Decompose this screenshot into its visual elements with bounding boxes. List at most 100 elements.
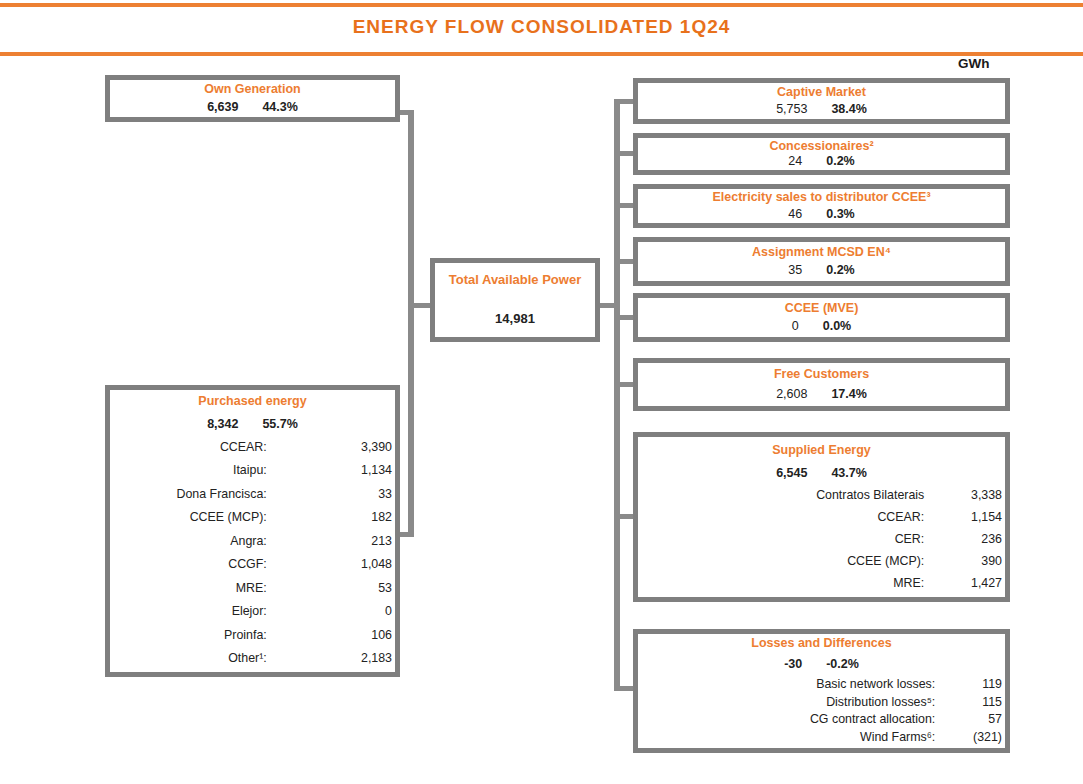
assignment-mcsd-values: 35 0.2%	[644, 263, 999, 278]
row-value: 2,183	[267, 651, 395, 665]
row-value: 33	[267, 487, 395, 501]
row-label: Distribution losses⁵:	[638, 695, 935, 709]
row-label: Angra:	[110, 534, 267, 548]
concessionaires-values: 24 0.2%	[644, 154, 999, 169]
row-label: Elejor:	[110, 604, 267, 618]
losses-and-differences-box: Losses and Differences -30 -0.2% Basic n…	[633, 629, 1010, 753]
row-label: Contratos Bilaterais	[638, 488, 924, 502]
row-value: 1,134	[267, 463, 395, 477]
losses-title: Losses and Differences	[638, 636, 1005, 653]
connector-tap-left-stub	[412, 303, 430, 308]
row-label: CCGF:	[110, 557, 267, 571]
purchased-row: CCGF:1,048	[110, 553, 395, 577]
electricity-sales-box: Electricity sales to distributor CCEE³ 4…	[633, 184, 1010, 228]
assignment-mcsd-box: Assignment MCSD EN⁴ 35 0.2%	[633, 237, 1010, 286]
row-label: CCEE (MCP):	[110, 510, 267, 524]
row-label: Proinfa:	[110, 628, 267, 642]
free-customers-value: 2,608	[776, 387, 807, 402]
assignment-mcsd-percent: 0.2%	[826, 263, 855, 278]
row-label: Wind Farms⁶:	[638, 730, 935, 744]
total-available-power-box: Total Available Power 14,981	[430, 258, 600, 342]
row-label: CCEE (MCP):	[638, 554, 924, 568]
purchased-row: CCEE (MCP):182	[110, 506, 395, 530]
losses-percent: -0.2%	[826, 657, 859, 672]
losses-value: -30	[784, 657, 802, 672]
supplied-energy-values: 6,545 43.7%	[638, 462, 1005, 484]
concessionaires-box: Concessionaires² 24 0.2%	[633, 133, 1010, 175]
losses-values: -30 -0.2%	[638, 653, 1005, 675]
free-customers-percent: 17.4%	[831, 387, 866, 402]
row-value: 119	[935, 677, 1005, 691]
purchased-row: Itaipu:1,134	[110, 459, 395, 483]
row-value: (321)	[935, 730, 1005, 744]
own-generation-box: Own Generation 6,639 44.3%	[105, 75, 400, 122]
supplied-row: Contratos Bilaterais3,338	[638, 484, 1005, 506]
free-customers-title: Free Customers	[644, 367, 999, 382]
ccee-mve-percent: 0.0%	[823, 319, 852, 334]
row-value: 213	[267, 534, 395, 548]
supplied-energy-title: Supplied Energy	[638, 443, 1005, 462]
row-label: CG contract allocation:	[638, 712, 935, 726]
row-value: 106	[267, 628, 395, 642]
unit-label: GWh	[958, 56, 990, 71]
total-available-power-title: Total Available Power	[435, 272, 595, 287]
ccee-mve-values: 0 0.0%	[644, 319, 999, 334]
row-value: 0	[267, 604, 395, 618]
row-value: 1,154	[924, 510, 1005, 524]
concessionaires-title: Concessionaires²	[644, 139, 999, 154]
concessionaires-value: 24	[788, 154, 802, 169]
purchased-energy-percent: 55.7%	[262, 417, 297, 432]
supplied-row: MRE:1,427	[638, 572, 1005, 594]
row-label: CCEAR:	[638, 510, 924, 524]
purchased-row: Angra:213	[110, 529, 395, 553]
page-title: ENERGY FLOW CONSOLIDATED 1Q24	[0, 16, 1083, 38]
own-generation-value: 6,639	[207, 100, 238, 115]
row-value: 115	[935, 695, 1005, 709]
ccee-mve-box: CCEE (MVE) 0 0.0%	[633, 293, 1010, 342]
row-value: 182	[267, 510, 395, 524]
supplied-energy-percent: 43.7%	[831, 466, 866, 481]
purchased-row: Dona Francisca:33	[110, 482, 395, 506]
supplied-row: CCEE (MCP):390	[638, 550, 1005, 572]
captive-market-value: 5,753	[776, 102, 807, 117]
purchased-energy-title: Purchased energy	[110, 394, 395, 413]
supplied-energy-value: 6,545	[776, 466, 807, 481]
title-underline-rule	[0, 52, 1083, 56]
total-available-power-value: 14,981	[435, 311, 595, 326]
captive-market-values: 5,753 38.4%	[644, 102, 999, 117]
supplied-energy-box: Supplied Energy 6,545 43.7% Contratos Bi…	[633, 432, 1010, 602]
row-value: 57	[935, 712, 1005, 726]
electricity-sales-percent: 0.3%	[826, 207, 855, 222]
own-generation-values: 6,639 44.3%	[116, 100, 389, 115]
purchased-row: CCEAR:3,390	[110, 435, 395, 459]
row-label: Itaipu:	[110, 463, 267, 477]
purchased-energy-box: Purchased energy 8,342 55.7% CCEAR:3,390…	[105, 385, 400, 677]
row-value: 236	[924, 532, 1005, 546]
connector-purchased-stub	[398, 532, 412, 537]
row-value: 1,427	[924, 576, 1005, 590]
electricity-sales-value: 46	[788, 207, 802, 222]
purchased-row: MRE:53	[110, 576, 395, 600]
assignment-mcsd-value: 35	[788, 263, 802, 278]
captive-market-percent: 38.4%	[831, 102, 866, 117]
losses-row: Wind Farms⁶:(321)	[638, 728, 1005, 746]
energy-flow-diagram: ENERGY FLOW CONSOLIDATED 1Q24 GWh Own Ge…	[0, 0, 1083, 784]
ccee-mve-value: 0	[792, 319, 799, 334]
electricity-sales-values: 46 0.3%	[644, 207, 999, 222]
purchased-row: Other¹:2,183	[110, 647, 395, 671]
assignment-mcsd-title: Assignment MCSD EN⁴	[644, 245, 999, 260]
row-value: 3,390	[267, 440, 395, 454]
captive-market-title: Captive Market	[644, 85, 999, 100]
own-generation-percent: 44.3%	[262, 100, 297, 115]
row-label: Basic network losses:	[638, 677, 935, 691]
row-label: MRE:	[638, 576, 924, 590]
row-label: Dona Francisca:	[110, 487, 267, 501]
purchased-energy-values: 8,342 55.7%	[110, 413, 395, 435]
electricity-sales-title: Electricity sales to distributor CCEE³	[644, 190, 999, 205]
ccee-mve-title: CCEE (MVE)	[644, 301, 999, 316]
losses-row: Basic network losses:119	[638, 675, 1005, 693]
supplied-row: CCEAR:1,154	[638, 506, 1005, 528]
row-value: 390	[924, 554, 1005, 568]
captive-market-box: Captive Market 5,753 38.4%	[633, 78, 1010, 124]
own-generation-title: Own Generation	[116, 82, 389, 97]
